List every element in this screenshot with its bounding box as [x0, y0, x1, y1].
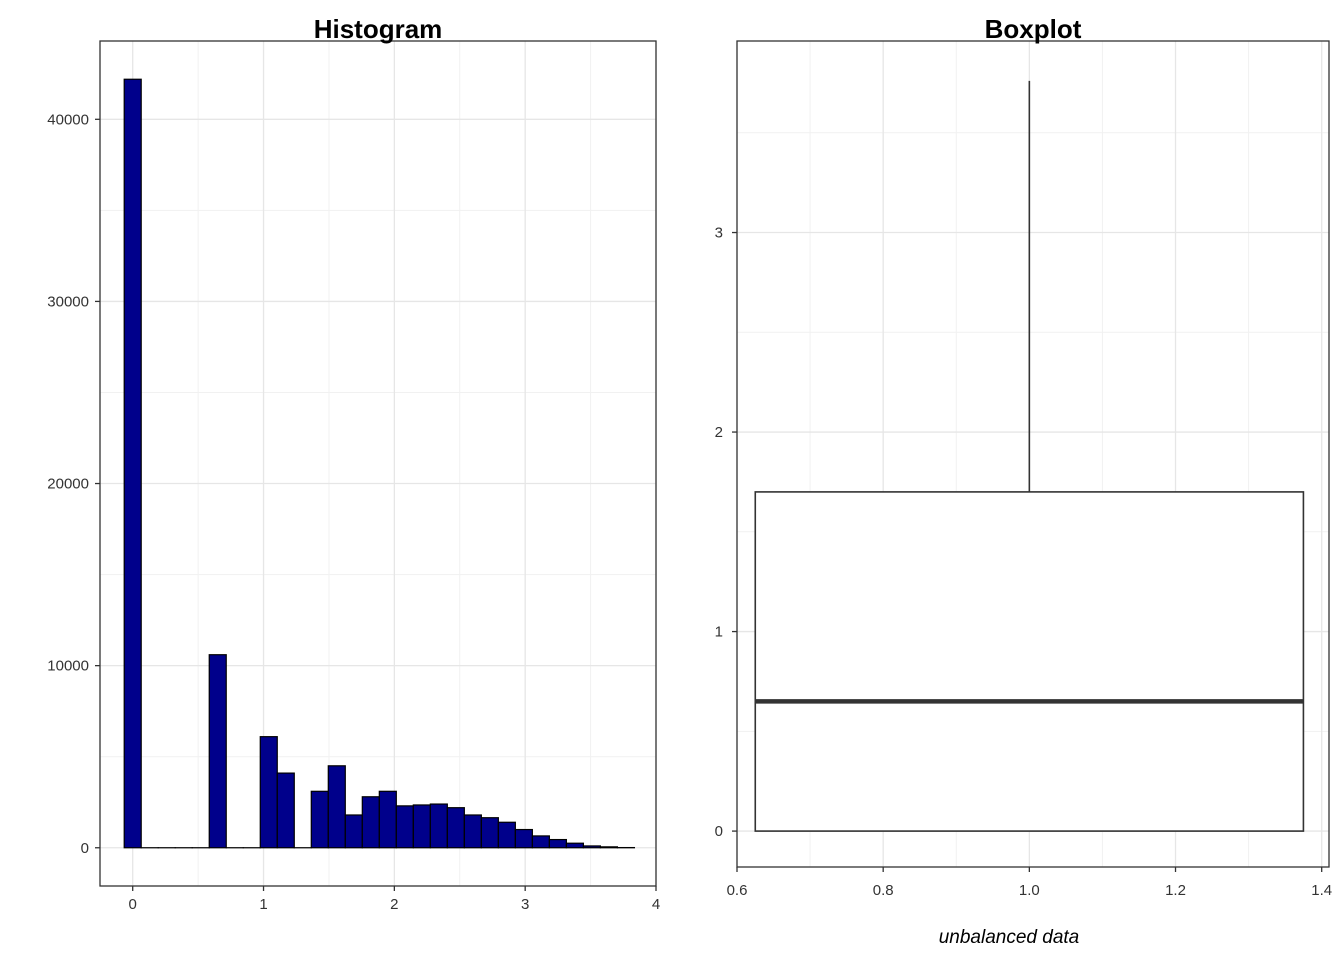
histogram-y-tick-label: 0 — [81, 840, 89, 857]
boxplot-y-tick-label: 0 — [715, 823, 723, 840]
histogram-bar — [259, 736, 278, 849]
histogram-bar — [446, 807, 465, 849]
boxplot-panel: 0.6 0.8 1.0 1.2 1.4 0 1 2 3 Boxplot unbalanced d… — [715, 14, 1332, 948]
histogram-bar — [582, 845, 602, 849]
histogram-x-tick-label: 3 — [521, 896, 529, 913]
histogram-y-tick-label: 20000 — [47, 476, 89, 493]
histogram-x-tick-label: 2 — [390, 896, 398, 913]
histogram-bar — [378, 790, 397, 849]
histogram-title: Histogram — [314, 14, 443, 44]
boxplot-x-tick-label: 0.8 — [873, 882, 894, 899]
histogram-bar — [361, 796, 380, 849]
histogram-bar — [395, 805, 414, 849]
boxplot-x-tick-label: 1.0 — [1019, 882, 1040, 899]
histogram-panel-border — [99, 40, 657, 887]
boxplot-x-axis-label: unbalanced data — [939, 927, 1080, 948]
histogram-bar — [480, 817, 499, 849]
histogram-bar — [531, 835, 550, 849]
histogram-bar — [565, 842, 584, 849]
boxplot-y-tick-label: 1 — [715, 624, 723, 641]
boxplot-box — [754, 491, 1305, 832]
histogram-bar — [276, 772, 295, 849]
histogram-panel: 0 1 2 3 4 0 10000 20000 30000 40000 Histogram — [47, 14, 660, 913]
histogram-bar — [344, 814, 363, 849]
histogram-x-tick-label: 0 — [129, 896, 137, 913]
boxplot-x-tick-label: 1.4 — [1311, 882, 1332, 899]
histogram-bar — [429, 803, 448, 849]
histogram-bar — [310, 790, 329, 849]
histogram-y-tick-label: 40000 — [47, 111, 89, 128]
boxplot-panel-border — [736, 40, 1330, 868]
boxplot-y-tick-label: 2 — [715, 424, 723, 441]
histogram-bar — [463, 814, 482, 849]
histogram-bar — [327, 765, 346, 849]
histogram-bar — [599, 846, 619, 849]
histogram-x-tick-label: 1 — [259, 896, 267, 913]
histogram-bar — [123, 78, 142, 849]
histogram-bar — [548, 838, 567, 849]
histogram-y-tick-label: 30000 — [47, 293, 89, 310]
boxplot-y-tick-label: 3 — [715, 225, 723, 242]
boxplot-title: Boxplot — [985, 14, 1082, 44]
histogram-bar — [497, 821, 516, 849]
histogram-y-tick-label: 10000 — [47, 658, 89, 675]
histogram-bar — [412, 804, 431, 849]
histogram-bar — [208, 654, 227, 849]
histogram-bar — [514, 828, 533, 849]
boxplot-x-tick-label: 0.6 — [727, 882, 748, 899]
boxplot-x-tick-label: 1.2 — [1165, 882, 1186, 899]
histogram-x-tick-label: 4 — [652, 896, 660, 913]
